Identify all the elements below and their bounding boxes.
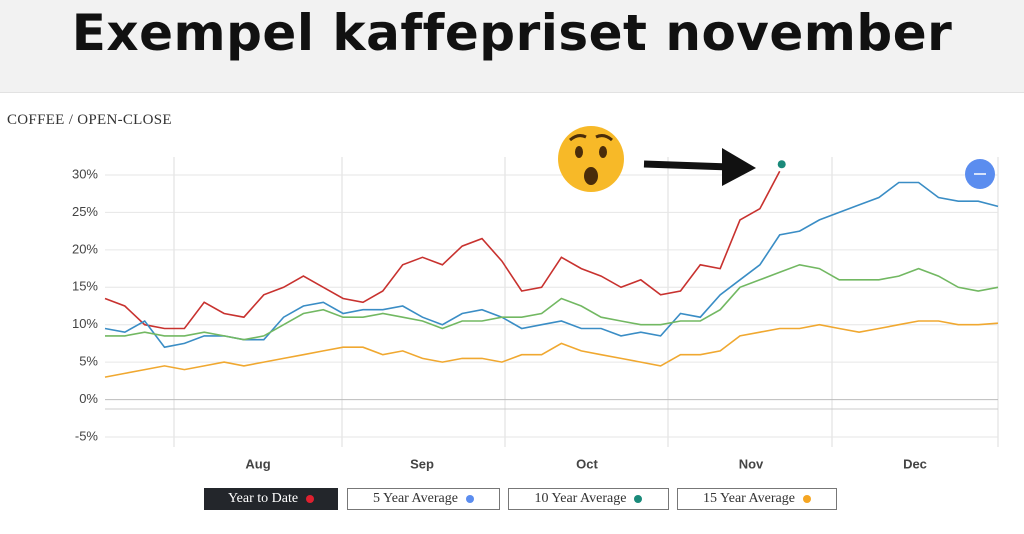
series-line	[104, 320, 999, 378]
x-tick-label: Nov	[739, 456, 764, 471]
legend-item[interactable]: 5 Year Average	[347, 488, 500, 510]
zoom-button[interactable]	[965, 159, 995, 189]
arrow	[643, 148, 756, 186]
legend-label: 5 Year Average	[373, 491, 458, 506]
legend-item[interactable]: Year to Date	[204, 488, 338, 510]
legend: Year to Date 5 Year Average 10 Year Averag…	[0, 488, 1024, 512]
y-tick-label: 10%	[72, 316, 98, 331]
y-tick-label: 0%	[79, 391, 98, 406]
legend-dot	[802, 495, 811, 503]
title: Exempel kaffepriset november	[71, 4, 953, 62]
y-tick-label: 20%	[72, 241, 98, 256]
x-tick-label: Dec	[903, 456, 927, 471]
legend-dot	[306, 495, 315, 503]
end-marker	[777, 160, 786, 169]
x-tick-label: Sep	[410, 456, 434, 471]
y-tick-label: -5%	[75, 428, 99, 443]
legend-label: Year to Date	[227, 491, 299, 506]
series-line	[104, 170, 781, 330]
legend-item[interactable]: 15 Year Average	[677, 488, 837, 510]
legend-label: 15 Year Average	[703, 491, 795, 506]
banner	[0, 0, 1024, 93]
y-tick-label: 5%	[79, 354, 98, 369]
y-tick-label: 30%	[72, 166, 98, 181]
series-line	[104, 181, 999, 349]
legend-dot	[634, 495, 643, 503]
legend-item[interactable]: 10 Year Average	[508, 488, 669, 510]
x-tick-label: Oct	[576, 456, 598, 471]
series-line	[105, 263, 999, 341]
legend-dot	[465, 495, 474, 503]
y-tick-label: 15%	[72, 279, 98, 294]
emoji	[558, 126, 624, 192]
x-tick-label: Aug	[245, 456, 270, 471]
plot: -5% 0% 5% 10% 15% 20% 25% 30% Aug Sep Oct Nov Dec	[72, 157, 999, 471]
legend-label: 10 Year Average	[534, 491, 627, 506]
subtitle: COFFEE / OPEN-CLOSE	[7, 112, 172, 128]
y-tick-label: 25%	[72, 204, 98, 219]
